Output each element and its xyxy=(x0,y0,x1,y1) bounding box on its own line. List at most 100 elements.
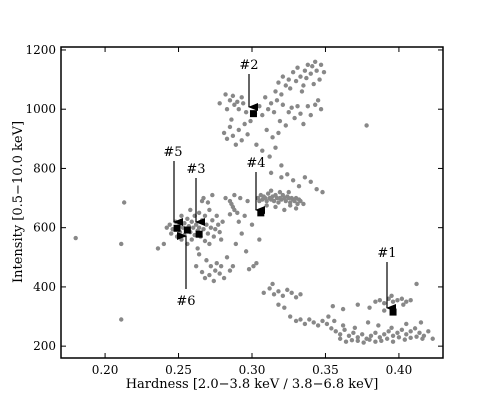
data-point xyxy=(229,117,234,122)
data-point xyxy=(218,263,224,269)
data-point xyxy=(279,92,284,97)
data-point xyxy=(320,318,325,324)
data-point xyxy=(408,329,413,334)
data-point xyxy=(273,89,278,94)
data-point xyxy=(426,329,431,334)
data-point xyxy=(283,83,288,88)
data-point xyxy=(324,321,330,327)
data-point xyxy=(312,102,318,107)
data-point xyxy=(302,68,308,73)
data-point xyxy=(277,118,283,124)
highlight-marker xyxy=(257,209,265,217)
data-point xyxy=(310,64,315,69)
data-point xyxy=(268,188,274,193)
data-point xyxy=(295,104,300,109)
data-point xyxy=(208,225,214,230)
data-point xyxy=(408,335,413,341)
data-point xyxy=(396,335,402,340)
data-point xyxy=(214,261,219,266)
data-point xyxy=(404,299,409,304)
data-point xyxy=(271,109,277,115)
data-point xyxy=(73,235,78,241)
data-point xyxy=(288,86,293,91)
data-point xyxy=(279,163,284,168)
data-point xyxy=(355,338,360,344)
data-point xyxy=(373,299,378,304)
data-point xyxy=(196,252,202,257)
data-point xyxy=(254,142,259,147)
data-point xyxy=(290,178,296,183)
data-point xyxy=(355,335,360,340)
data-point xyxy=(274,98,280,103)
data-point xyxy=(286,77,291,82)
data-point xyxy=(182,221,187,226)
data-point xyxy=(390,333,396,338)
data-point xyxy=(268,101,274,106)
y-tick-label: 200 xyxy=(33,339,56,353)
data-point xyxy=(282,207,287,213)
data-point xyxy=(282,305,287,310)
data-point xyxy=(333,329,338,334)
data-point xyxy=(399,327,405,333)
annotation-label: #1 xyxy=(377,246,396,261)
data-point xyxy=(213,268,218,273)
data-point xyxy=(298,317,303,322)
x-tick-label: 0.35 xyxy=(312,363,339,377)
data-point xyxy=(285,172,290,177)
annotation-label: #2 xyxy=(239,58,258,73)
data-point xyxy=(199,269,205,275)
data-point xyxy=(230,263,236,269)
data-point xyxy=(261,290,266,296)
data-point xyxy=(304,75,309,81)
data-point xyxy=(202,275,208,281)
data-point xyxy=(239,95,244,100)
data-point xyxy=(279,175,284,180)
data-point xyxy=(210,218,215,223)
data-point xyxy=(214,213,219,219)
data-point xyxy=(296,184,302,189)
data-point xyxy=(311,81,316,87)
data-point xyxy=(340,323,346,328)
data-point xyxy=(267,286,272,291)
data-point xyxy=(236,219,241,224)
data-point xyxy=(243,109,249,115)
data-point xyxy=(283,198,288,204)
data-point xyxy=(201,226,206,232)
data-point xyxy=(364,123,369,128)
data-point xyxy=(298,198,303,204)
data-point xyxy=(201,195,206,201)
data-point xyxy=(185,216,190,221)
data-point xyxy=(246,266,252,272)
data-point xyxy=(229,201,234,207)
data-point xyxy=(155,246,161,251)
data-point xyxy=(315,323,321,328)
data-point xyxy=(204,258,209,263)
data-point xyxy=(242,213,247,219)
data-point xyxy=(168,231,174,236)
data-point xyxy=(298,111,303,116)
data-point xyxy=(276,302,281,307)
data-point xyxy=(270,281,275,287)
data-point xyxy=(320,189,325,195)
data-point xyxy=(408,298,413,303)
points-layer xyxy=(73,59,435,345)
x-tick-label: 0.20 xyxy=(92,363,119,377)
annotation-label: #4 xyxy=(246,156,265,171)
data-point xyxy=(248,118,253,124)
data-point xyxy=(298,74,303,79)
data-point xyxy=(298,292,303,297)
data-point xyxy=(289,105,294,110)
data-point xyxy=(264,203,269,208)
data-point xyxy=(260,148,265,153)
data-point xyxy=(232,102,237,107)
data-point xyxy=(217,271,222,276)
data-point xyxy=(368,333,374,338)
x-tick-label: 0.25 xyxy=(165,363,192,377)
data-point xyxy=(238,195,243,201)
data-point xyxy=(315,98,321,103)
data-point xyxy=(292,115,297,121)
data-point xyxy=(377,298,383,303)
data-point xyxy=(245,132,250,137)
data-point xyxy=(285,287,290,293)
